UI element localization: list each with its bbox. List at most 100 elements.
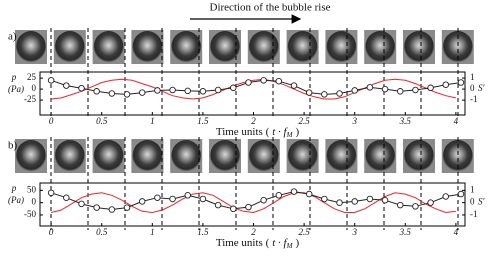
data-point (63, 194, 70, 201)
x-tick-label: 0.5 (96, 227, 108, 237)
x-tick-label: 3.5 (399, 227, 412, 237)
x-tick-label: 3 (351, 116, 357, 126)
panel-label: a) (8, 31, 17, 43)
x-label-sub: M (286, 242, 294, 250)
data-point (230, 84, 237, 92)
data-point (457, 79, 465, 86)
x-tick-label: 4 (454, 227, 459, 237)
data-point (184, 192, 191, 199)
data-point (427, 84, 434, 92)
data-point (381, 196, 389, 204)
data-point (321, 195, 328, 203)
y-label-unit: (Pa) (8, 195, 24, 205)
data-point (154, 87, 161, 94)
series-line (50, 191, 462, 211)
bubble (287, 31, 318, 63)
x-tick-label: 3 (351, 227, 357, 237)
data-point (457, 190, 465, 198)
y-label: p (11, 183, 17, 193)
data-point (336, 90, 343, 97)
bubble (326, 140, 357, 172)
bubble (326, 31, 357, 63)
data-point (138, 89, 146, 96)
data-point (351, 87, 358, 94)
bubble (54, 31, 85, 63)
data-point (123, 204, 131, 211)
data-point (305, 89, 313, 96)
x-tick-label: 2 (251, 227, 256, 237)
bubble (16, 31, 46, 63)
data-point (396, 201, 404, 209)
series-line (51, 78, 457, 100)
data-point (290, 82, 298, 89)
x-label-end: ) (295, 126, 299, 138)
data-point (230, 205, 237, 213)
y2-tick-label: 1 (470, 184, 475, 194)
bubble (442, 31, 473, 63)
bubble (287, 140, 318, 172)
y-tick-label: 0 (32, 83, 37, 93)
bubble (248, 140, 279, 172)
x-label: Time units (t · fM) (216, 126, 300, 139)
data-point (108, 90, 116, 97)
data-point (78, 200, 85, 208)
data-point (366, 195, 374, 203)
x-tick-label: 1 (150, 116, 155, 126)
x-tick-label: 1.5 (197, 227, 209, 237)
data-point (321, 91, 328, 98)
y-tick-label: 0 (32, 197, 37, 207)
x-label-var: t · f (272, 126, 288, 138)
data-point (108, 206, 116, 213)
bubble (132, 31, 163, 63)
bubble (16, 140, 46, 172)
x-tick-label: 0 (49, 116, 54, 126)
data-point (366, 84, 374, 91)
data-point (123, 91, 131, 98)
data-point (381, 85, 389, 93)
panel-label: b) (8, 140, 18, 152)
x-label-text: Time units ( (216, 237, 270, 249)
y-label-unit: (Pa) (8, 84, 24, 94)
data-point (275, 77, 283, 85)
data-point (260, 196, 267, 204)
bubble (171, 31, 202, 63)
data-point (184, 87, 191, 95)
y2-tick-label: 0 (470, 83, 475, 93)
x-label-var: t · f (272, 237, 288, 249)
data-point (169, 195, 176, 203)
data-point (245, 79, 252, 86)
x-tick-label: 4 (454, 116, 459, 126)
bubble (404, 31, 434, 63)
x-label-end: ) (295, 237, 299, 249)
bubble (248, 31, 279, 63)
x-tick-label: 2 (251, 116, 256, 126)
data-point (47, 189, 55, 197)
data-point (442, 81, 450, 88)
y-tick-label: -25 (24, 94, 36, 104)
data-point (214, 201, 222, 209)
bubble (210, 31, 240, 63)
x-label-text: Time units ( (216, 126, 270, 138)
x-tick-label: 0.5 (96, 116, 108, 126)
bubble (365, 140, 396, 172)
x-tick-label: 1 (150, 227, 155, 237)
y2-label: S′ (478, 197, 486, 207)
x-tick-label: 2.5 (298, 227, 310, 237)
data-point (93, 204, 100, 211)
data-point (214, 86, 222, 94)
plot-frame (39, 182, 466, 227)
y-label: p (11, 72, 17, 82)
data-point (199, 195, 207, 203)
bubble (442, 140, 473, 172)
data-point (47, 77, 55, 84)
series-line (50, 79, 462, 95)
x-tick-label: 3.5 (399, 116, 412, 126)
x-label-sub: M (286, 131, 294, 139)
data-point (78, 84, 85, 92)
y2-label: S′ (478, 83, 486, 93)
data-point (93, 88, 100, 95)
annotation: Direction of the bubble rise (210, 2, 331, 14)
x-label: Time units (t · fM) (216, 237, 300, 250)
x-tick-label: 2.5 (298, 116, 310, 126)
